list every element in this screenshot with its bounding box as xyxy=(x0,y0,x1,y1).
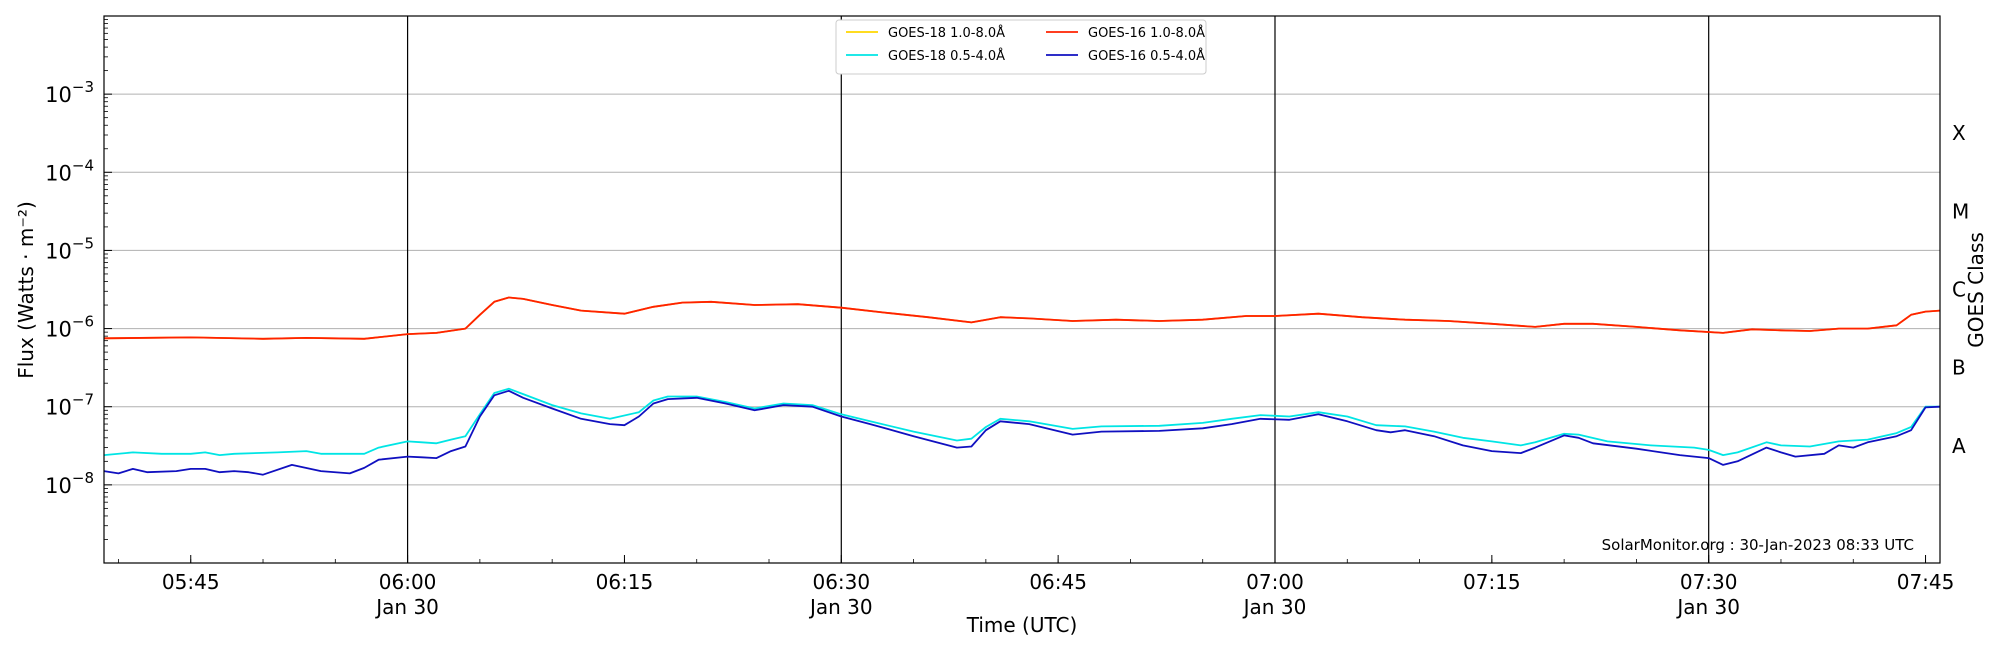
hour-marker-layer xyxy=(406,16,1710,563)
grid-layer xyxy=(104,93,1940,486)
x-tick-label: 06:45 xyxy=(1029,570,1087,594)
x-tick-date-label: Jan 30 xyxy=(808,595,873,619)
y-axis-title: Flux (Watts · m⁻²) xyxy=(14,201,38,379)
x-tick-label: 05:45 xyxy=(162,570,220,594)
goes-class-label: B xyxy=(1952,356,1966,380)
y-tick-label: 10−4 xyxy=(45,156,94,185)
series-line xyxy=(103,387,1940,457)
x-tick-date-label: Jan 30 xyxy=(1675,595,1740,619)
x-tick-label: 07:00 xyxy=(1246,570,1304,594)
x-axis-title: Time (UTC) xyxy=(966,613,1078,637)
legend-label: GOES-16 1.0-8.0Å xyxy=(1088,25,1205,41)
x-tick-date-label: Jan 30 xyxy=(374,595,439,619)
y-tick-label: 10−7 xyxy=(45,391,94,420)
series-layer xyxy=(103,296,1941,476)
source-annotation: SolarMonitor.org : 30-Jan-2023 08:33 UTC xyxy=(1602,536,1914,554)
legend-label: GOES-18 0.5-4.0Å xyxy=(888,48,1005,64)
plot-area-frame xyxy=(103,15,1941,564)
x-tick-date-label: Jan 30 xyxy=(1242,595,1307,619)
tick-layer xyxy=(104,19,1927,563)
y-tick-label: 10−5 xyxy=(45,234,94,263)
right-axis-title: GOES Class xyxy=(1964,232,1988,348)
goes-class-label: A xyxy=(1952,434,1966,458)
x-tick-label: 07:15 xyxy=(1463,570,1521,594)
x-tick-label: 06:15 xyxy=(596,570,654,594)
y-tick-label: 10−3 xyxy=(45,78,94,107)
y-tick-label: 10−6 xyxy=(45,313,94,342)
x-tick-label: 06:30 xyxy=(812,570,870,594)
goes-class-label: C xyxy=(1952,278,1966,302)
goes-class-label: M xyxy=(1952,199,1969,223)
goes-class-label: X xyxy=(1952,121,1966,145)
legend-label: GOES-16 0.5-4.0Å xyxy=(1088,48,1205,64)
x-tick-label: 07:30 xyxy=(1680,570,1738,594)
legend-box xyxy=(835,19,1207,75)
legend-items: GOES-18 1.0-8.0Å GOES-18 0.5-4.0Å GOES-16 … xyxy=(846,25,1205,64)
series-line xyxy=(103,389,1941,476)
series-line xyxy=(103,296,1941,340)
legend-label: GOES-18 1.0-8.0Å xyxy=(888,25,1005,41)
x-tick-label: 07:45 xyxy=(1897,570,1955,594)
legend: GOES-18 1.0-8.0Å GOES-18 0.5-4.0Å GOES-16 … xyxy=(835,19,1207,75)
y-tick-label: 10−8 xyxy=(45,469,94,498)
x-tick-label: 06:00 xyxy=(379,570,437,594)
